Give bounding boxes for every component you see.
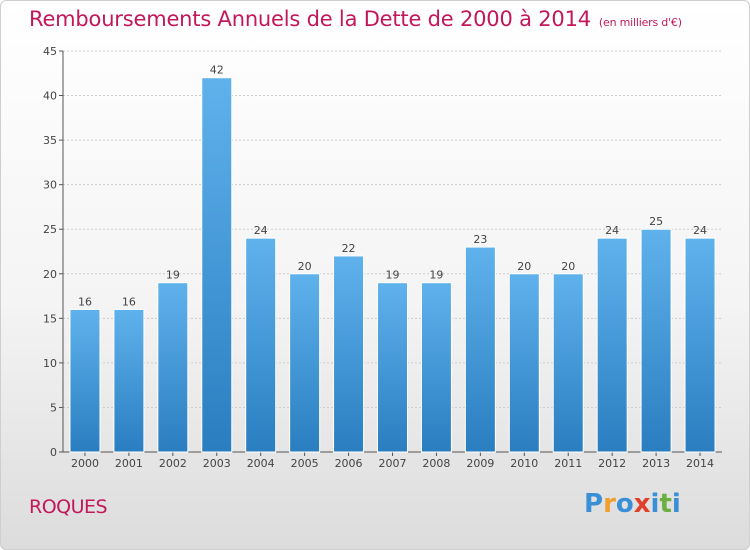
chart-subtitle: (en milliers d'€) — [598, 16, 682, 29]
value-label-2003: 42 — [210, 64, 224, 77]
y-tick-label: 25 — [43, 223, 57, 236]
title-text: Remboursements Annuels de la Dette de 20… — [29, 7, 591, 31]
value-label-2011: 20 — [561, 260, 575, 273]
x-tick-label-2004: 2004 — [247, 457, 275, 470]
bar-2009 — [464, 246, 496, 453]
x-tick-label-2000: 2000 — [71, 457, 99, 470]
value-label-2010: 20 — [517, 260, 531, 273]
value-label-2007: 19 — [386, 269, 400, 282]
x-tick-label-2012: 2012 — [598, 457, 626, 470]
bar-2005 — [289, 273, 321, 453]
bar-2001 — [113, 308, 145, 453]
place-name: ROQUES — [29, 496, 108, 518]
value-label-2004: 24 — [254, 224, 268, 237]
logo-letter: x — [633, 489, 651, 519]
x-tick-label-2007: 2007 — [379, 457, 407, 470]
y-tick-label: 30 — [43, 179, 57, 192]
value-label-2001: 16 — [122, 295, 136, 308]
value-label-2005: 20 — [298, 260, 312, 273]
value-label-2009: 23 — [473, 233, 487, 246]
value-label-2002: 19 — [166, 269, 180, 282]
bar-2011 — [552, 273, 584, 453]
value-label-2000: 16 — [78, 295, 92, 308]
y-tick-label: 0 — [50, 446, 57, 459]
y-tick-label: 10 — [43, 357, 57, 370]
logo-letter: i — [650, 489, 660, 519]
x-tick-label-2003: 2003 — [203, 457, 231, 470]
chart-title: Remboursements Annuels de la Dette de 20… — [29, 7, 682, 31]
bar-2006 — [333, 255, 365, 453]
logo-letter: i — [671, 489, 681, 519]
value-label-2012: 24 — [605, 224, 619, 237]
y-tick-label: 45 — [43, 45, 57, 58]
logo-letter: o — [615, 489, 634, 519]
bar-2003 — [201, 77, 233, 453]
x-tick-label-2008: 2008 — [422, 457, 450, 470]
bar-2007 — [377, 282, 408, 453]
x-tick-label-2001: 2001 — [115, 457, 143, 470]
x-tick-label-2011: 2011 — [554, 457, 582, 470]
x-tick-label-2010: 2010 — [510, 457, 538, 470]
x-tick-label-2006: 2006 — [335, 457, 363, 470]
bar-2013 — [640, 228, 672, 453]
bar-2004 — [245, 237, 277, 453]
y-tick-label: 35 — [43, 134, 57, 147]
value-label-2013: 25 — [649, 215, 663, 228]
bar-2008 — [420, 282, 452, 453]
x-tick-label-2013: 2013 — [642, 457, 670, 470]
y-tick-label: 20 — [43, 268, 57, 281]
logo-letter: P — [584, 489, 604, 519]
bar-2002 — [157, 282, 189, 453]
value-label-2006: 22 — [342, 242, 356, 255]
x-tick-label-2014: 2014 — [686, 457, 714, 470]
bar-2014 — [684, 237, 716, 453]
logo-letter: t — [659, 489, 672, 519]
value-label-2008: 19 — [429, 269, 443, 282]
bar-2000 — [69, 308, 101, 453]
proxiti-logo: Proxiti — [584, 489, 681, 519]
x-tick-label-2009: 2009 — [466, 457, 494, 470]
y-tick-label: 5 — [50, 401, 57, 414]
bar-2012 — [596, 237, 628, 453]
logo-letter: r — [603, 489, 616, 519]
y-tick-label: 40 — [43, 90, 57, 103]
value-label-2014: 24 — [693, 224, 707, 237]
y-tick-label: 15 — [43, 312, 57, 325]
bar-2010 — [508, 273, 540, 453]
x-tick-label-2005: 2005 — [291, 457, 319, 470]
x-tick-label-2002: 2002 — [159, 457, 187, 470]
